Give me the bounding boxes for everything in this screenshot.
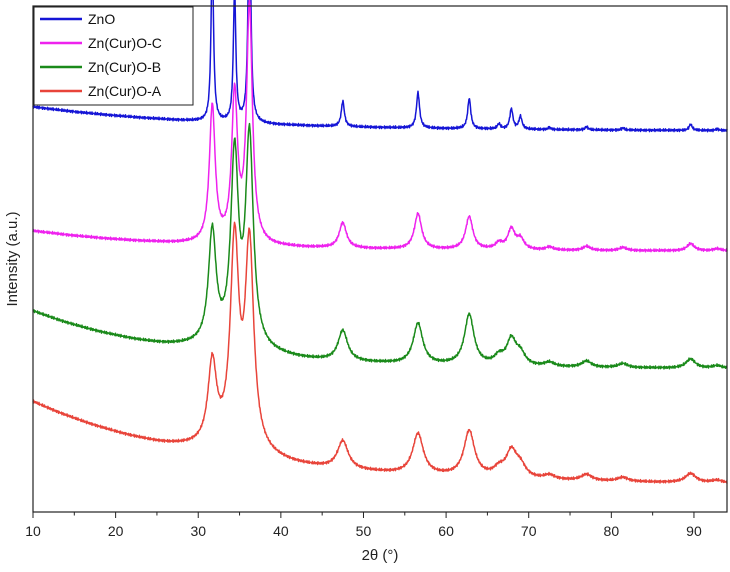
legend-box [33, 6, 194, 106]
legend-label: Zn(Cur)O-C [88, 35, 162, 51]
series-line [32, 221, 728, 484]
legend-label: Zn(Cur)O-B [88, 59, 161, 75]
x-tick-label: 40 [273, 523, 289, 539]
x-axis: 10 20 30 40 50 60 70 80 90 [25, 512, 702, 539]
legend-label: ZnO [88, 11, 115, 27]
curves-layer [32, 0, 728, 484]
y-axis-title: Intensity (a.u.) [4, 211, 21, 306]
series-line [32, 122, 728, 370]
x-tick-label: 50 [356, 523, 372, 539]
x-tick-label: 30 [190, 523, 206, 539]
legend: ZnO Zn(Cur)O-C Zn(Cur)O-B Zn(Cur)O-A [33, 6, 194, 106]
legend-label: Zn(Cur)O-A [88, 83, 162, 99]
x-tick-label: 80 [604, 523, 620, 539]
x-tick-label: 90 [686, 523, 702, 539]
x-axis-title: 2θ (°) [362, 547, 399, 564]
series-line [32, 0, 728, 133]
series-line [32, 0, 728, 253]
x-tick-label: 70 [521, 523, 537, 539]
x-tick-label: 20 [108, 523, 124, 539]
x-tick-label: 10 [25, 523, 41, 539]
plot-frame [32, 5, 728, 513]
x-tick-label: 60 [438, 523, 454, 539]
